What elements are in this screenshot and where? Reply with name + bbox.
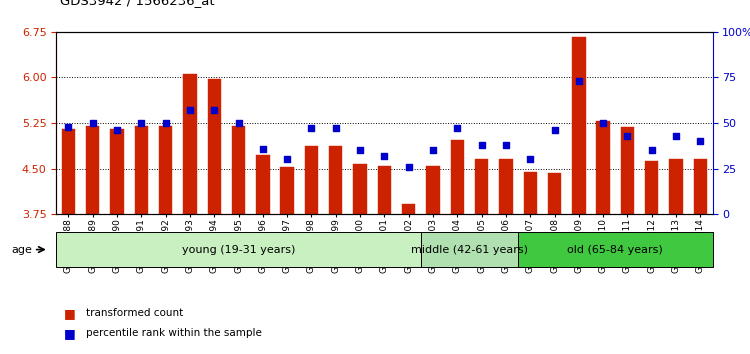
Bar <box>621 127 634 214</box>
Text: age: age <box>11 245 32 255</box>
Bar <box>135 126 148 214</box>
Point <box>524 156 536 162</box>
Point <box>184 107 196 113</box>
Point <box>427 148 439 153</box>
Text: GDS3942 / 1566236_at: GDS3942 / 1566236_at <box>60 0 214 7</box>
Point <box>281 156 293 162</box>
Point <box>573 78 585 84</box>
Bar <box>572 37 586 214</box>
Bar <box>645 161 658 214</box>
Point <box>622 133 634 139</box>
Bar <box>426 166 439 214</box>
Point <box>354 148 366 153</box>
Bar <box>548 173 561 214</box>
Point <box>111 127 123 133</box>
Bar <box>475 159 488 214</box>
Bar <box>208 79 221 214</box>
Point <box>378 153 390 159</box>
Point <box>160 120 172 126</box>
Point <box>694 138 706 144</box>
Point <box>670 133 682 139</box>
Point <box>209 107 220 113</box>
Bar <box>669 159 682 214</box>
Bar <box>329 146 343 214</box>
Bar <box>596 121 610 214</box>
Point <box>62 124 74 130</box>
Bar <box>62 129 75 214</box>
Point <box>232 120 244 126</box>
Bar <box>402 204 416 214</box>
Bar <box>159 126 172 214</box>
Bar <box>256 155 269 214</box>
Point <box>646 148 658 153</box>
Text: middle (42-61 years): middle (42-61 years) <box>411 245 528 255</box>
Bar <box>694 159 707 214</box>
Bar <box>86 126 100 214</box>
Point <box>87 120 99 126</box>
Bar <box>110 129 124 214</box>
Point <box>256 146 268 152</box>
Bar <box>183 74 196 214</box>
Bar <box>451 140 464 214</box>
Bar <box>304 146 318 214</box>
Point <box>330 126 342 131</box>
Point <box>403 164 415 170</box>
Point <box>135 120 147 126</box>
Text: percentile rank within the sample: percentile rank within the sample <box>86 329 262 338</box>
Bar <box>378 166 391 214</box>
Text: ■: ■ <box>64 307 76 320</box>
Bar <box>524 172 537 214</box>
Point <box>500 142 512 148</box>
Bar <box>232 126 245 214</box>
Point <box>476 142 488 148</box>
Bar <box>500 159 512 214</box>
Point <box>305 126 317 131</box>
Text: transformed count: transformed count <box>86 308 184 318</box>
Text: young (19-31 years): young (19-31 years) <box>182 245 296 255</box>
Text: old (65-84 years): old (65-84 years) <box>568 245 663 255</box>
Point <box>597 120 609 126</box>
Point <box>452 126 464 131</box>
Text: ■: ■ <box>64 327 76 340</box>
Point <box>548 127 560 133</box>
Bar <box>280 167 294 214</box>
Bar <box>353 164 367 214</box>
